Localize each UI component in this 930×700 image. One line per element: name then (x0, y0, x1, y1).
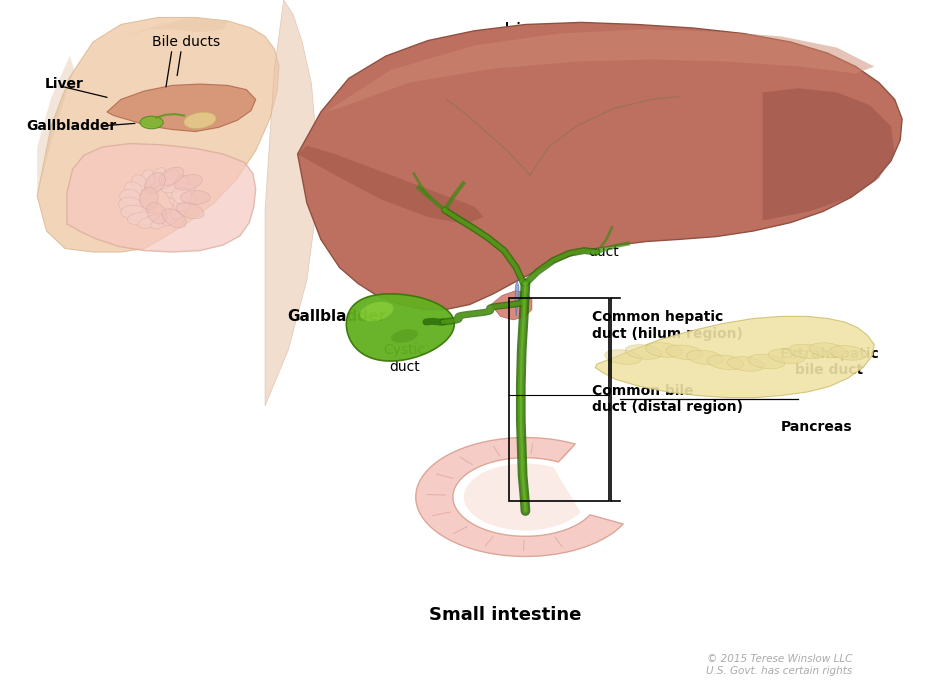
Text: Small intestine: Small intestine (429, 606, 581, 624)
Ellipse shape (173, 196, 191, 211)
Polygon shape (121, 18, 228, 38)
Ellipse shape (163, 209, 179, 225)
Ellipse shape (159, 167, 184, 186)
Text: Right hepatic
duct: Right hepatic duct (360, 209, 453, 239)
Ellipse shape (138, 214, 166, 228)
Ellipse shape (120, 189, 141, 205)
Ellipse shape (360, 302, 393, 321)
Text: Gallbladder: Gallbladder (287, 309, 386, 324)
Polygon shape (595, 316, 874, 398)
Text: Gallbladder: Gallbladder (26, 119, 116, 133)
Ellipse shape (141, 169, 154, 188)
Text: Liver: Liver (45, 77, 84, 91)
Ellipse shape (392, 329, 418, 343)
Polygon shape (37, 56, 74, 196)
Ellipse shape (727, 357, 764, 371)
Ellipse shape (666, 345, 703, 360)
Polygon shape (107, 84, 256, 132)
Ellipse shape (170, 204, 186, 220)
Ellipse shape (172, 187, 192, 204)
Ellipse shape (132, 175, 147, 190)
Text: Left hepatic
duct: Left hepatic duct (589, 228, 671, 259)
Text: Extrahepatic
bile duct: Extrahepatic bile duct (779, 346, 880, 377)
Polygon shape (763, 88, 895, 220)
Polygon shape (67, 144, 256, 252)
Polygon shape (298, 22, 902, 309)
Ellipse shape (161, 176, 189, 193)
Ellipse shape (162, 209, 186, 228)
Ellipse shape (768, 349, 805, 363)
Text: © 2015 Terese Winslow LLC
U.S. Govt. has certain rights: © 2015 Terese Winslow LLC U.S. Govt. has… (706, 654, 853, 675)
Ellipse shape (150, 167, 166, 188)
Polygon shape (515, 280, 519, 316)
Polygon shape (491, 290, 532, 320)
Ellipse shape (625, 344, 662, 359)
Ellipse shape (604, 350, 642, 364)
Ellipse shape (121, 206, 151, 220)
Ellipse shape (124, 182, 142, 197)
Polygon shape (37, 18, 279, 252)
Ellipse shape (140, 188, 158, 210)
Ellipse shape (176, 203, 204, 218)
Ellipse shape (789, 344, 826, 359)
Text: Cystic
duct: Cystic duct (383, 343, 426, 374)
Bar (509, 298, 609, 500)
Ellipse shape (707, 355, 744, 370)
Ellipse shape (119, 197, 144, 214)
Ellipse shape (748, 354, 785, 369)
Polygon shape (265, 0, 316, 406)
Ellipse shape (166, 183, 195, 199)
Ellipse shape (127, 212, 159, 225)
Ellipse shape (809, 343, 846, 358)
Text: Bile ducts: Bile ducts (152, 35, 220, 49)
Ellipse shape (147, 202, 167, 224)
Ellipse shape (686, 350, 724, 365)
Text: Common bile
duct (distal region): Common bile duct (distal region) (592, 384, 743, 414)
Ellipse shape (144, 173, 166, 194)
Ellipse shape (140, 116, 164, 129)
Ellipse shape (151, 214, 174, 229)
Ellipse shape (645, 343, 683, 357)
Polygon shape (416, 438, 623, 556)
Polygon shape (464, 463, 580, 531)
Ellipse shape (174, 174, 203, 190)
Text: Liver: Liver (504, 22, 556, 41)
Ellipse shape (830, 346, 867, 360)
Ellipse shape (184, 112, 216, 129)
Ellipse shape (180, 190, 210, 204)
Polygon shape (326, 29, 874, 112)
Ellipse shape (169, 192, 195, 207)
Polygon shape (298, 146, 484, 224)
Polygon shape (346, 294, 454, 361)
Text: Common hepatic
duct (hilum region): Common hepatic duct (hilum region) (592, 310, 743, 341)
Ellipse shape (156, 170, 179, 189)
Text: Pancreas: Pancreas (780, 420, 853, 434)
